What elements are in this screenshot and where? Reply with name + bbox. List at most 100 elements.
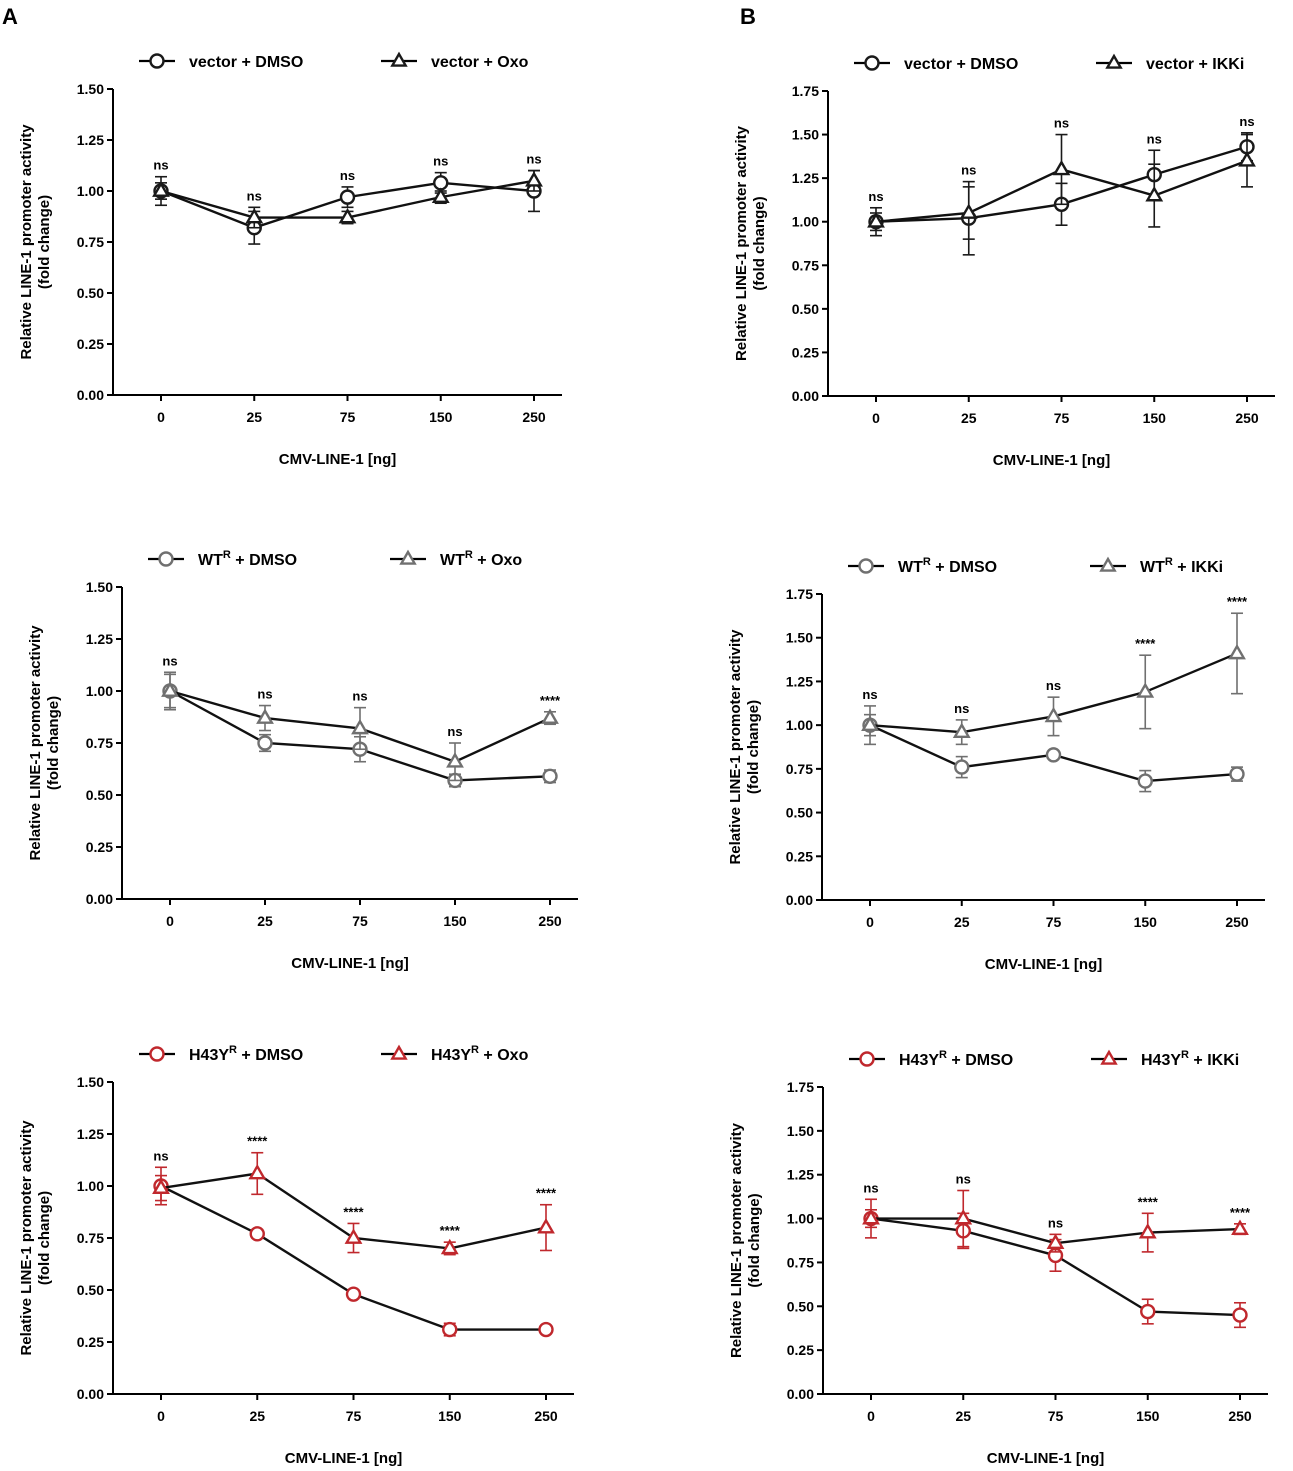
significance-label: ns (954, 701, 969, 716)
series-1 (153, 169, 542, 245)
chart-2: 0.00 0.25 0.50 0.75 1.00 1.25 1.50 1.75 0 25 75 150… (733, 53, 1275, 469)
data-point-triangle (440, 1238, 459, 1255)
significance-label: ns (153, 158, 168, 173)
legend-label: vector + DMSO (904, 56, 1018, 73)
y-tick-label: 0.00 (86, 891, 113, 907)
data-point-triangle (1052, 159, 1071, 176)
legend-entry-2: vector + IKKi (1096, 53, 1244, 73)
y-axis-title: (fold change) (745, 700, 762, 794)
x-tick-label: 150 (438, 1408, 462, 1424)
y-tick-label: 0.50 (77, 1282, 104, 1298)
x-tick-label: 25 (246, 409, 262, 425)
y-tick-label: 1.75 (787, 1079, 814, 1095)
significance-label: **** (247, 1134, 268, 1149)
y-tick-label: 0.75 (86, 735, 113, 751)
legend-circle-marker (858, 558, 874, 574)
data-point-circle (1229, 766, 1245, 782)
data-point-triangle (152, 1178, 170, 1194)
legend-entry-2: WTR + IKKi (1090, 556, 1223, 576)
legend-entry-2: vector + Oxo (381, 51, 529, 71)
y-tick-label: 0.00 (792, 388, 819, 404)
x-tick-label: 250 (534, 1408, 558, 1424)
significance-label: **** (440, 1223, 461, 1238)
y-tick-label: 0.25 (77, 1334, 104, 1350)
series-2 (861, 612, 1246, 746)
legend-triangle-marker (390, 1044, 408, 1060)
y-axis-title: Relative LINE-1 promoter activity (18, 1120, 35, 1356)
x-tick-label: 75 (346, 1408, 362, 1424)
data-point-circle (542, 768, 558, 784)
data-point-circle (345, 1286, 362, 1302)
data-point-triangle (161, 681, 179, 697)
significance-label: ns (862, 687, 877, 702)
y-axis-title: (fold change) (36, 195, 53, 289)
legend-entry-2: H43YR + IKKi (1091, 1049, 1239, 1069)
y-tick-label: 0.25 (786, 848, 813, 864)
y-axis-title: Relative LINE-1 promoter activity (27, 625, 44, 861)
y-tick-label: 1.25 (86, 631, 113, 647)
charts-container: 0.00 0.25 0.50 0.75 1.00 1.25 1.50 0 25 75 150 250 C… (18, 51, 1275, 1467)
significance-label: ns (1239, 114, 1254, 129)
legend-label: H43YR + DMSO (189, 1044, 303, 1064)
legend-triangle-marker (1105, 53, 1123, 69)
x-axis-title: CMV-LINE-1 [ng] (291, 955, 409, 972)
significance-label: **** (1135, 636, 1156, 651)
data-point-triangle (152, 181, 170, 197)
y-axis-title: Relative LINE-1 promoter activity (728, 1122, 745, 1358)
y-tick-label: 1.50 (787, 1123, 814, 1139)
x-tick-label: 250 (1235, 410, 1259, 426)
x-tick-label: 25 (257, 913, 273, 929)
x-axis-title: CMV-LINE-1 [ng] (285, 1450, 403, 1467)
data-point-triangle (867, 212, 885, 228)
data-point-triangle (245, 207, 264, 224)
series-2 (152, 1151, 555, 1256)
significance-label: ns (352, 689, 367, 704)
y-tick-label: 1.00 (792, 214, 819, 230)
x-tick-label: 25 (961, 410, 977, 426)
y-tick-label: 1.50 (792, 127, 819, 143)
chart-3: 0.00 0.25 0.50 0.75 1.00 1.25 1.50 0 25 75 150 250 C… (27, 549, 578, 972)
x-tick-label: 250 (1225, 914, 1249, 930)
y-tick-label: 1.25 (77, 132, 104, 148)
legend-label: vector + Oxo (431, 54, 529, 71)
series-2 (862, 1189, 1249, 1253)
y-tick-label: 0.00 (786, 892, 813, 908)
chart-1: 0.00 0.25 0.50 0.75 1.00 1.25 1.50 0 25 75 150 250 C… (18, 51, 562, 468)
x-tick-label: 150 (443, 913, 467, 929)
series-2 (152, 169, 543, 229)
data-point-circle (1045, 747, 1062, 763)
legend-circle-marker (859, 1051, 875, 1067)
y-axis-title: (fold change) (746, 1193, 763, 1287)
legend-triangle-marker (1099, 556, 1117, 572)
y-axis-title: Relative LINE-1 promoter activity (733, 125, 750, 361)
x-tick-label: 0 (157, 1408, 165, 1424)
legend-circle-marker (864, 55, 880, 71)
significance-label: ns (868, 189, 883, 204)
y-tick-label: 0.25 (86, 839, 113, 855)
data-point-circle (538, 1321, 554, 1338)
y-tick-label: 1.00 (86, 683, 113, 699)
x-tick-label: 250 (538, 913, 562, 929)
y-tick-label: 0.50 (792, 301, 819, 317)
y-axis-title: (fold change) (36, 1191, 53, 1285)
y-tick-label: 0.75 (792, 257, 819, 273)
chart-4: 0.00 0.25 0.50 0.75 1.00 1.25 1.50 1.75 0 25 75 150… (727, 556, 1265, 973)
y-tick-label: 1.75 (792, 83, 819, 99)
data-point-triangle (1044, 706, 1063, 723)
significance-label: ns (447, 724, 462, 739)
data-point-circle (257, 735, 273, 751)
y-axis-title: Relative LINE-1 promoter activity (18, 124, 35, 360)
y-tick-label: 1.50 (77, 81, 104, 97)
y-tick-label: 1.00 (787, 1211, 814, 1227)
panel-label-b: B (740, 4, 756, 29)
y-tick-label: 1.00 (77, 183, 104, 199)
x-tick-label: 75 (340, 409, 356, 425)
y-axis-title: (fold change) (751, 196, 768, 290)
significance-label: ns (961, 163, 976, 178)
data-point-triangle (344, 1228, 363, 1244)
data-point-triangle (446, 752, 464, 768)
legend-label: vector + IKKi (1146, 56, 1244, 73)
y-tick-label: 1.25 (77, 1126, 104, 1142)
significance-label: **** (1138, 1194, 1159, 1209)
y-tick-label: 0.75 (77, 1230, 104, 1246)
